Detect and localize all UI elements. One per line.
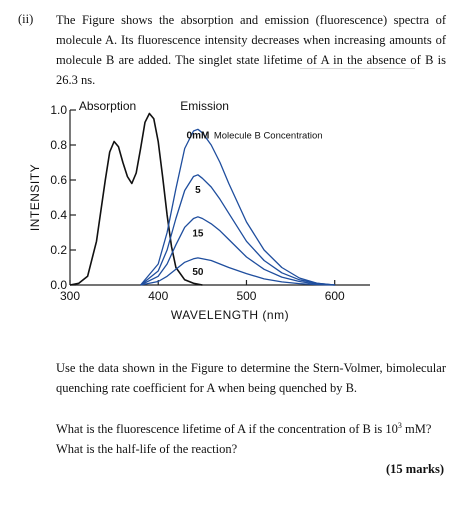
question-lifetime-text: What is the fluorescence lifetime of A i… [56,422,398,437]
y-tick-label: 0.4 [50,208,67,222]
emission-label: Emission [180,99,229,113]
x-tick-label: 600 [325,289,345,303]
series-line-5 [140,174,335,286]
x-tick-label: 300 [60,289,80,303]
y-tick-label: 1.0 [50,103,67,117]
y-tick-label: 0.8 [50,138,67,152]
series-line-50 [140,257,335,286]
question-number: (ii) [18,12,34,26]
x-tick-label: 500 [236,289,256,303]
series-line-15 [140,216,335,286]
series-line-0mm [140,128,335,286]
marks-label: (15 marks) [386,462,444,476]
concentration-label: 15 [192,229,204,240]
y-tick-label: 0.0 [50,278,67,292]
question-intro: The Figure shows the absorption and emis… [56,13,446,87]
y-axis-title: INTENSITY [28,164,42,231]
x-tick-label: 400 [148,289,168,303]
question-half-life: What is the half-life of the reaction? [56,442,238,457]
concentration-label: 50 [192,267,204,278]
spectra-chart: 0.0 0.2 0.4 0.6 0.8 1.0 300 400 500 600 WAVELENGTH… [28,99,370,322]
concentration-label: 0mM [187,131,210,142]
task-text: Use the data shown in the Figure to dete… [56,361,446,395]
question-lifetime: What is the fluorescence lifetime of A i… [56,416,446,439]
y-tick-label: 0.2 [50,243,67,257]
question-lifetime-exponent: 3 [397,421,402,430]
x-axis-title: WAVELENGTH (nm) [171,308,289,322]
question-lifetime-end: mM? [401,422,432,437]
legend-text: Molecule B Concentration [214,131,323,142]
y-tick-label: 0.6 [50,173,67,187]
absorption-label: Absorption [79,99,136,113]
divider [300,68,415,69]
concentration-label: 5 [195,185,201,196]
sub-questions: What is the fluorescence lifetime of A i… [56,416,446,459]
series-line-absorption [69,112,203,286]
